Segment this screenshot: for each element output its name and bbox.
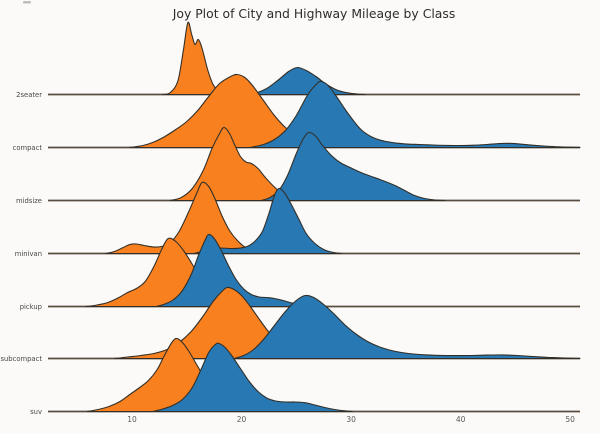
row-label-midsize: midsize (16, 197, 42, 205)
x-tick-40: 40 (456, 415, 466, 424)
density-hwy-minivan (192, 187, 342, 255)
row-label-2seater: 2seater (16, 91, 42, 99)
density-hwy-subcompact (233, 294, 581, 360)
density-hwy-suv (152, 342, 353, 413)
density-hwy-compact (249, 80, 581, 149)
density-hwy-2seater (244, 66, 366, 96)
x-axis-ticks: 10 20 30 40 50 (127, 415, 575, 424)
x-tick-20: 20 (237, 415, 247, 424)
corner-artifact (23, 1, 31, 4)
ridge-rows (48, 21, 581, 413)
density-hwy-midsize (260, 131, 446, 202)
density-hwy-pickup (155, 233, 313, 308)
x-tick-50: 50 (565, 415, 575, 424)
row-label-suv: suv (30, 408, 42, 416)
ridge-row-minivan (48, 181, 580, 255)
density-city-minivan (105, 181, 266, 255)
x-tick-10: 10 (127, 415, 137, 424)
row-label-compact: compact (13, 144, 43, 152)
row-label-minivan: minivan (15, 250, 42, 258)
ridge-row-suv (48, 337, 580, 413)
row-labels: 2seater compact midsize minivan pickup subcom… (0, 91, 42, 416)
chart-title: Joy Plot of City and Highway Mileage by … (172, 6, 456, 21)
ridge-row-midsize (48, 126, 580, 202)
row-label-pickup: pickup (20, 303, 42, 311)
row-label-subcompact: subcompact (0, 355, 42, 363)
x-tick-30: 30 (346, 415, 356, 424)
